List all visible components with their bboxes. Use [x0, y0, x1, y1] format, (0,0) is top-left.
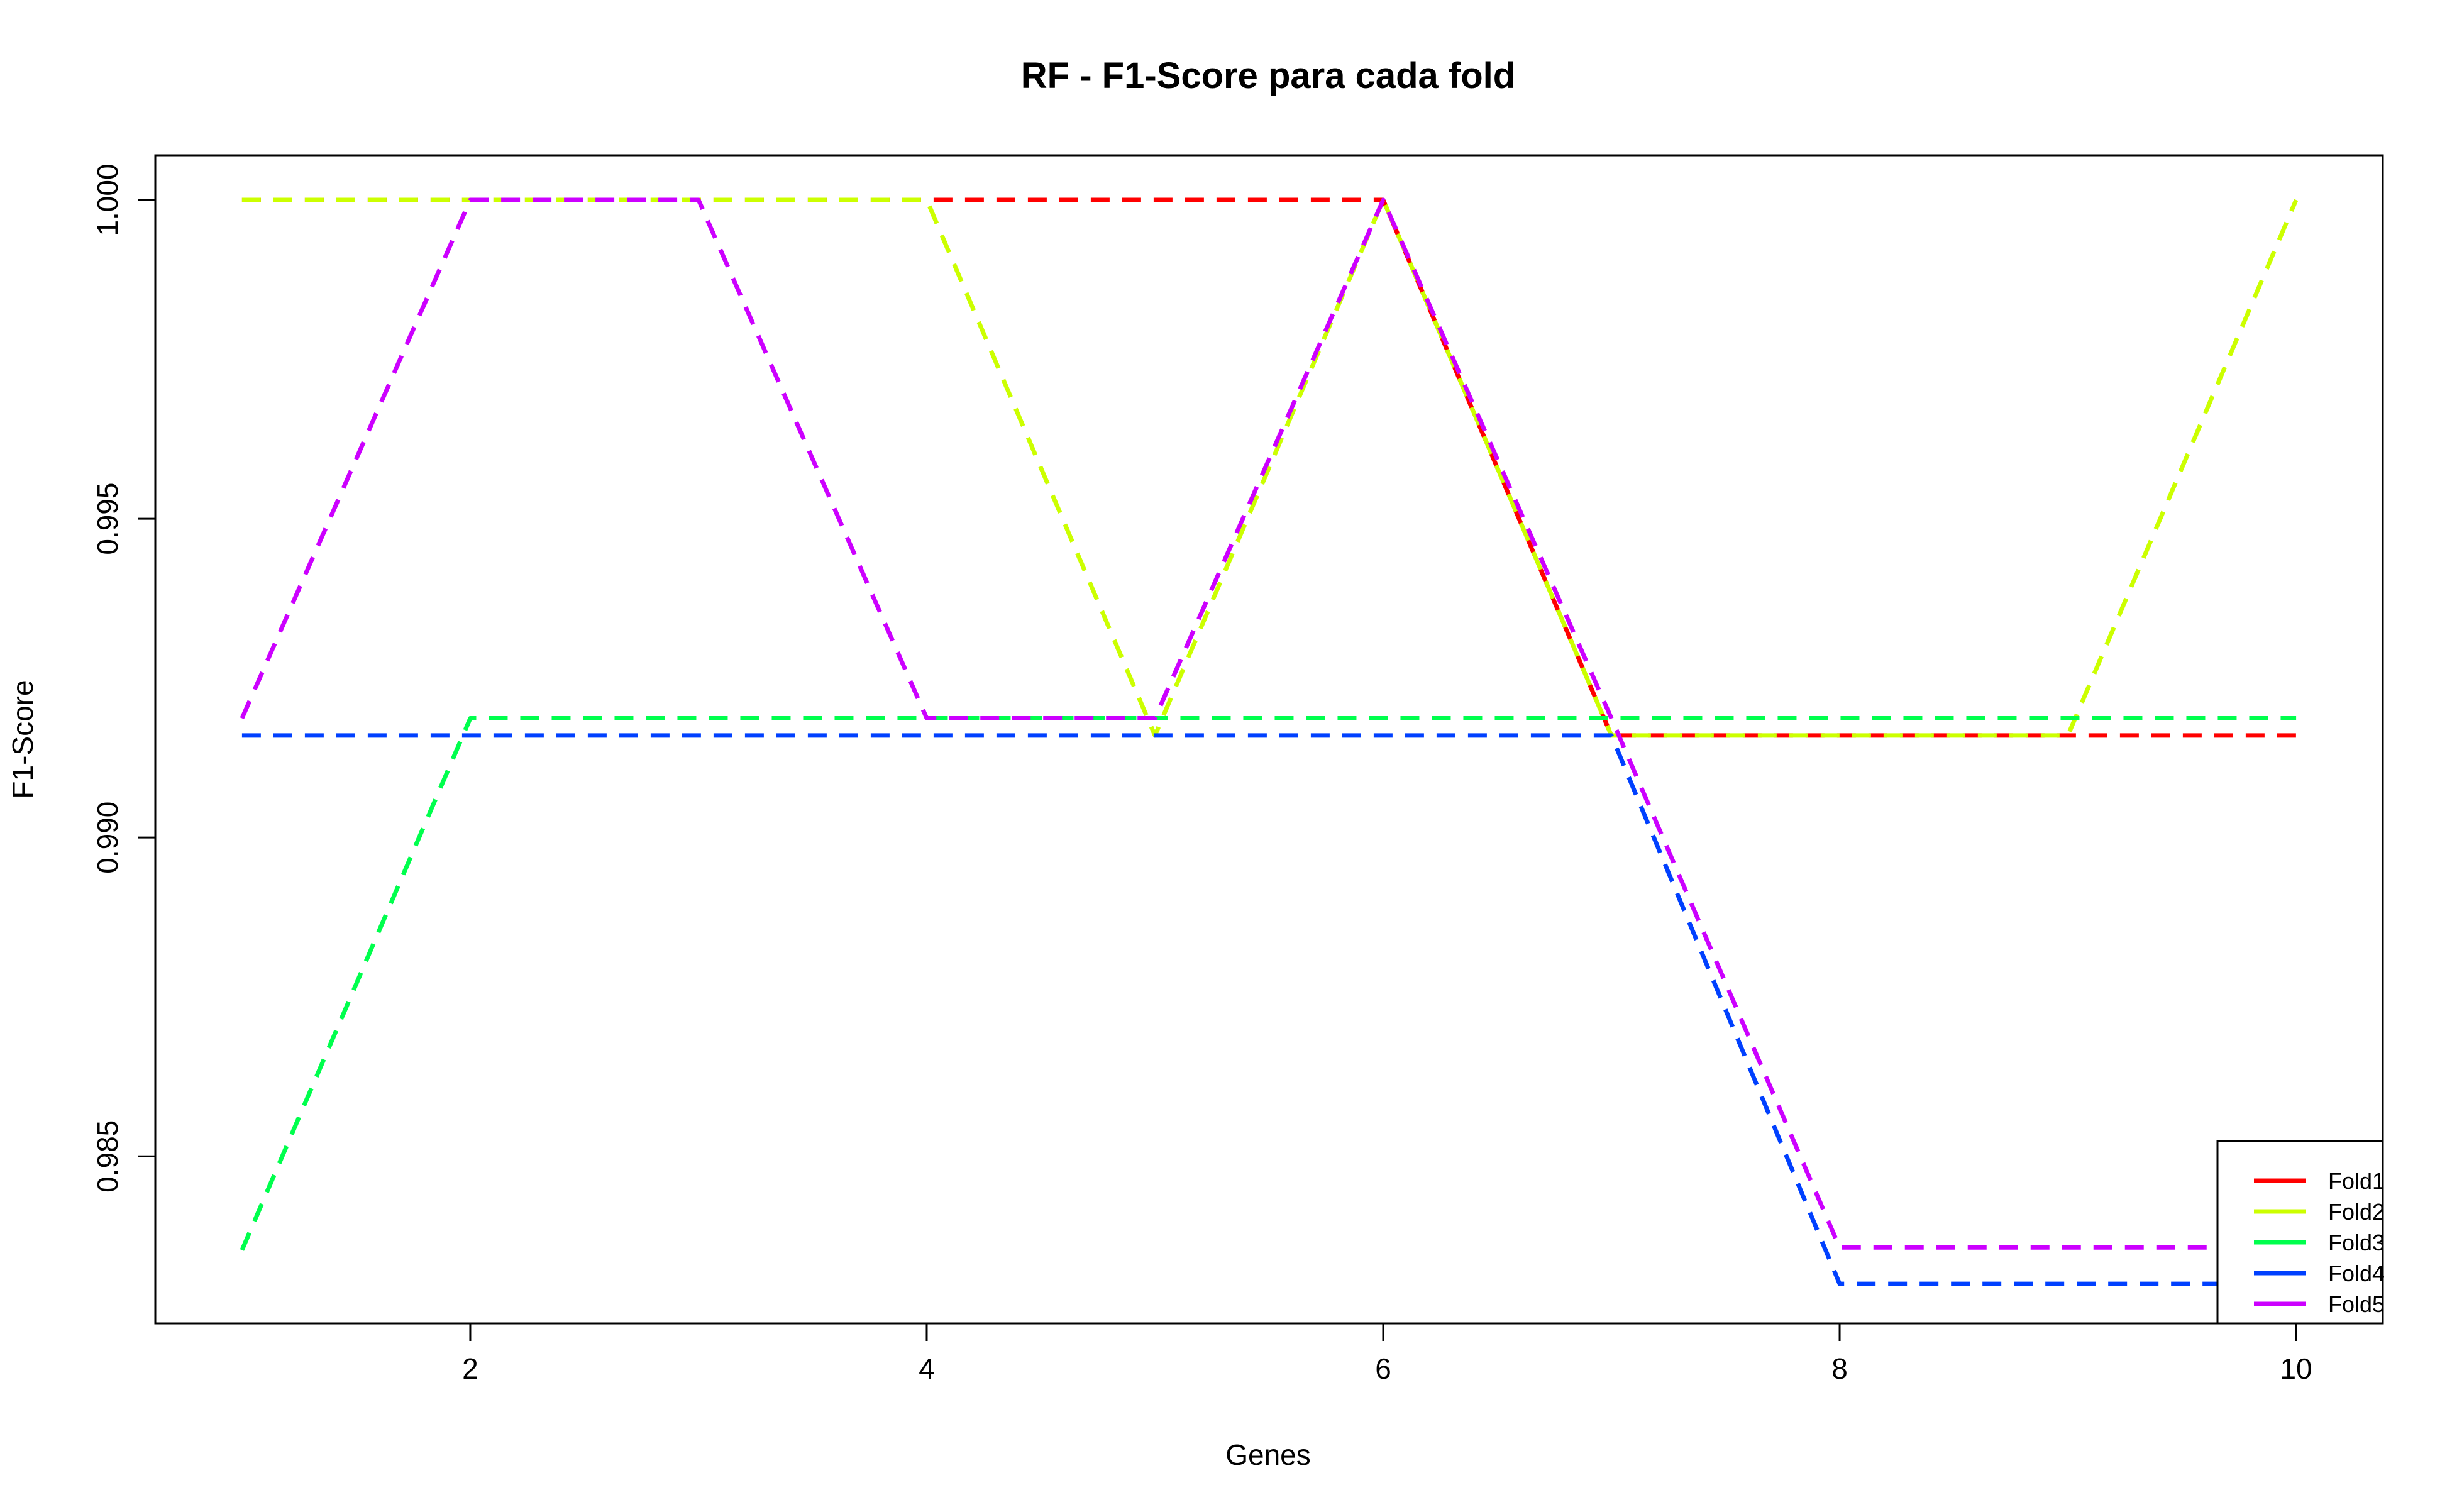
x-tick-label: 2 — [462, 1352, 478, 1385]
legend-label: Fold1 — [2328, 1168, 2385, 1194]
x-tick-label: 4 — [919, 1352, 935, 1385]
x-tick-label: 8 — [1831, 1352, 1848, 1385]
legend-label: Fold2 — [2328, 1199, 2385, 1225]
series-lines — [240, 197, 2299, 1286]
series-line-fold3 — [240, 716, 2297, 1251]
legend-label: Fold4 — [2328, 1261, 2385, 1286]
y-tick-label: 0.995 — [91, 483, 124, 555]
series-line-fold4 — [241, 733, 2297, 1286]
chart-title: RF - F1-Score para cada fold — [1021, 55, 1515, 96]
y-tick-label: 0.985 — [91, 1120, 124, 1193]
legend-label: Fold3 — [2328, 1230, 2385, 1255]
series-line-fold2 — [241, 197, 2299, 738]
legend-box — [2216, 1140, 2384, 1325]
legend: Fold1 Fold2 Fold3 Fold4 Fold5 — [2216, 1140, 2385, 1325]
x-axis: 2 4 6 8 10 — [462, 1323, 2312, 1385]
x-tick-label: 10 — [2280, 1352, 2312, 1385]
y-axis-label: F1-Score — [6, 680, 39, 798]
y-tick-label: 1.000 — [91, 163, 124, 236]
plot-frame — [154, 154, 2384, 1325]
x-tick-label: 6 — [1375, 1352, 1391, 1385]
legend-label: Fold5 — [2328, 1291, 2385, 1317]
y-tick-label: 0.990 — [91, 802, 124, 874]
x-axis-label: Genes — [1225, 1438, 1311, 1471]
series-line-fold5 — [240, 197, 2297, 1250]
y-axis: 0.985 0.990 0.995 1.000 — [91, 163, 155, 1193]
